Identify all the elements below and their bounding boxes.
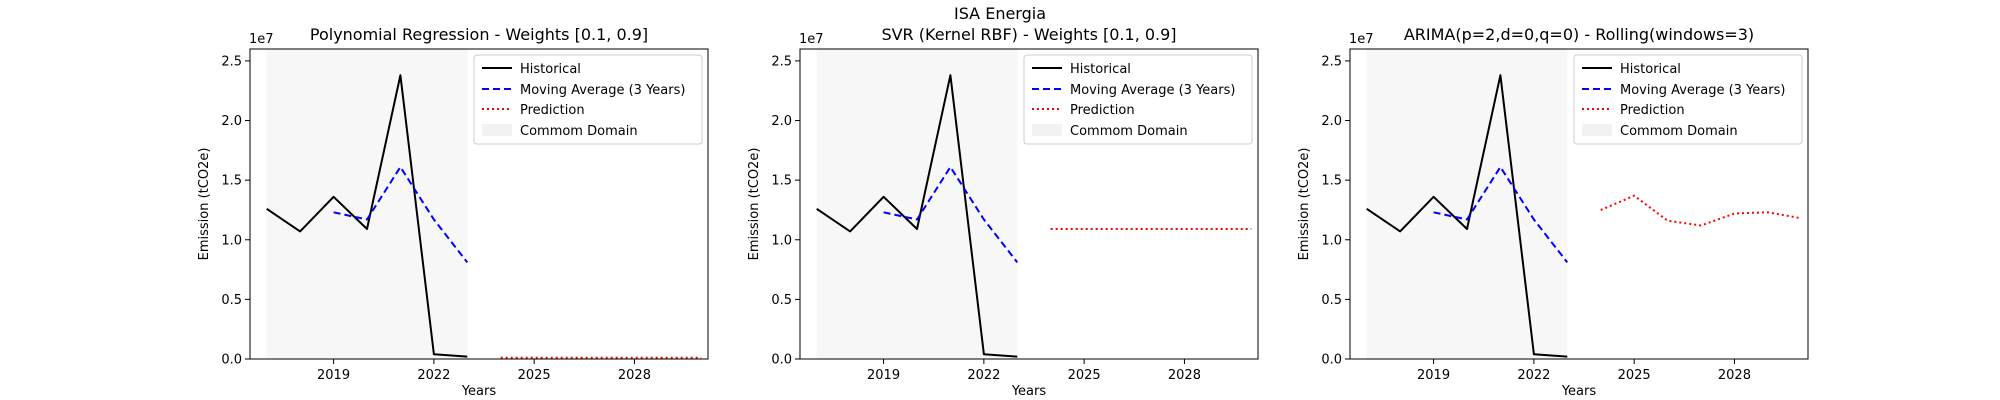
axes-frame: [1349, 48, 1809, 360]
legend-label: Moving Average (3 Years): [520, 83, 685, 98]
series-line-prediction: [1600, 194, 1802, 227]
y-offset-label: 1e7: [249, 32, 274, 47]
y-tick-label: 1.5: [1321, 174, 1342, 189]
series-line-historical: [816, 74, 1018, 358]
common-domain-band: [816, 49, 1018, 359]
y-tick-label: 2.5: [1321, 54, 1342, 69]
y-axis-label: Emission (tCO2e): [747, 148, 762, 261]
y-tick-label: 2.5: [221, 54, 242, 69]
x-tick-label: 2019: [1417, 368, 1450, 383]
y-offset-label: 1e7: [1349, 32, 1374, 47]
chart-title: Polynomial Regression - Weights [0.1, 0.…: [310, 25, 648, 44]
series-line-moving-average-3-years: [1433, 166, 1569, 264]
y-tick-label: 1.0: [1321, 233, 1342, 248]
y-tick-label: 1.0: [221, 233, 242, 248]
y-tick-label: 2.0: [1321, 114, 1342, 129]
y-axis-label: Emission (tCO2e): [1297, 148, 1312, 261]
y-tick-label: 1.0: [771, 233, 792, 248]
legend-label: Prediction: [1620, 103, 1685, 118]
legend-label: Moving Average (3 Years): [1070, 83, 1235, 98]
y-tick-label: 0.0: [221, 353, 242, 368]
legend-box: [1573, 54, 1803, 145]
legend-box: [1023, 54, 1253, 145]
legend-label: Moving Average (3 Years): [1620, 83, 1785, 98]
common-domain-band: [1366, 49, 1568, 359]
y-tick-label: 2.5: [771, 54, 792, 69]
legend-label: Historical: [1070, 62, 1131, 77]
y-tick-label: 1.5: [221, 174, 242, 189]
legend-label: Historical: [1620, 62, 1681, 77]
axes-frame: [799, 48, 1259, 360]
legend-label: Prediction: [520, 103, 585, 118]
x-tick-label: 2022: [967, 368, 1000, 383]
x-tick-label: 2019: [867, 368, 900, 383]
chart-panel-1: 2019 2022 2025 2028 0.0 0.5 1.0 1.5 2.0 2.5 1e7 Pol…: [197, 25, 709, 399]
y-tick-label: 0.0: [1321, 353, 1342, 368]
chart-panel-2: 2019 2022 2025 2028 0.0 0.5 1.0 1.5 2.0 2.5 1e7 SVR…: [747, 25, 1259, 399]
legend-label: Historical: [520, 62, 581, 77]
legend-label: Commom Domain: [520, 124, 638, 139]
series-line-moving-average-3-years: [333, 166, 469, 264]
chart-panel-3: 2019 2022 2025 2028 0.0 0.5 1.0 1.5 2.0 2.5 1e7 ARI…: [1297, 25, 1809, 399]
x-tick-label: 2028: [618, 368, 651, 383]
legend-swatch: [1032, 124, 1062, 136]
x-tick-label: 2025: [1068, 368, 1101, 383]
series-line-historical: [266, 74, 468, 358]
legend: Historical Moving Average (3 Years) Predic…: [473, 54, 703, 145]
x-tick-label: 2028: [1718, 368, 1751, 383]
y-tick-label: 0.5: [771, 293, 792, 308]
common-domain-band: [266, 49, 468, 359]
series-line-historical: [1366, 74, 1568, 358]
y-tick-label: 0.5: [221, 293, 242, 308]
x-axis-label: Years: [1011, 384, 1047, 399]
figure-suptitle: ISA Energia: [954, 4, 1046, 23]
chart-title: SVR (Kernel RBF) - Weights [0.1, 0.9]: [881, 25, 1176, 44]
legend-swatch: [482, 124, 512, 136]
axes-frame: [249, 48, 709, 360]
y-tick-label: 1.5: [771, 174, 792, 189]
x-axis-label: Years: [1561, 384, 1597, 399]
series-line-moving-average-3-years: [883, 166, 1019, 264]
y-tick-label: 2.0: [771, 114, 792, 129]
x-tick-label: 2019: [317, 368, 350, 383]
chart-title: ARIMA(p=2,d=0,q=0) - Rolling(windows=3): [1404, 25, 1754, 44]
x-tick-label: 2028: [1168, 368, 1201, 383]
y-tick-label: 0.0: [771, 353, 792, 368]
y-offset-label: 1e7: [799, 32, 824, 47]
legend-label: Commom Domain: [1070, 124, 1188, 139]
chart-panels: 2019 2022 2025 2028 0.0 0.5 1.0 1.5 2.0 2.5 1e7 Pol…: [197, 25, 1809, 399]
legend-box: [473, 54, 703, 145]
x-tick-label: 2025: [518, 368, 551, 383]
y-tick-label: 2.0: [221, 114, 242, 129]
legend: Historical Moving Average (3 Years) Predic…: [1573, 54, 1803, 145]
y-tick-label: 0.5: [1321, 293, 1342, 308]
legend-swatch: [1582, 124, 1612, 136]
legend: Historical Moving Average (3 Years) Predic…: [1023, 54, 1253, 145]
x-axis-label: Years: [461, 384, 497, 399]
x-tick-label: 2022: [1517, 368, 1550, 383]
legend-label: Commom Domain: [1620, 124, 1738, 139]
x-tick-label: 2025: [1618, 368, 1651, 383]
legend-label: Prediction: [1070, 103, 1135, 118]
y-axis-label: Emission (tCO2e): [197, 148, 212, 261]
x-tick-label: 2022: [417, 368, 450, 383]
